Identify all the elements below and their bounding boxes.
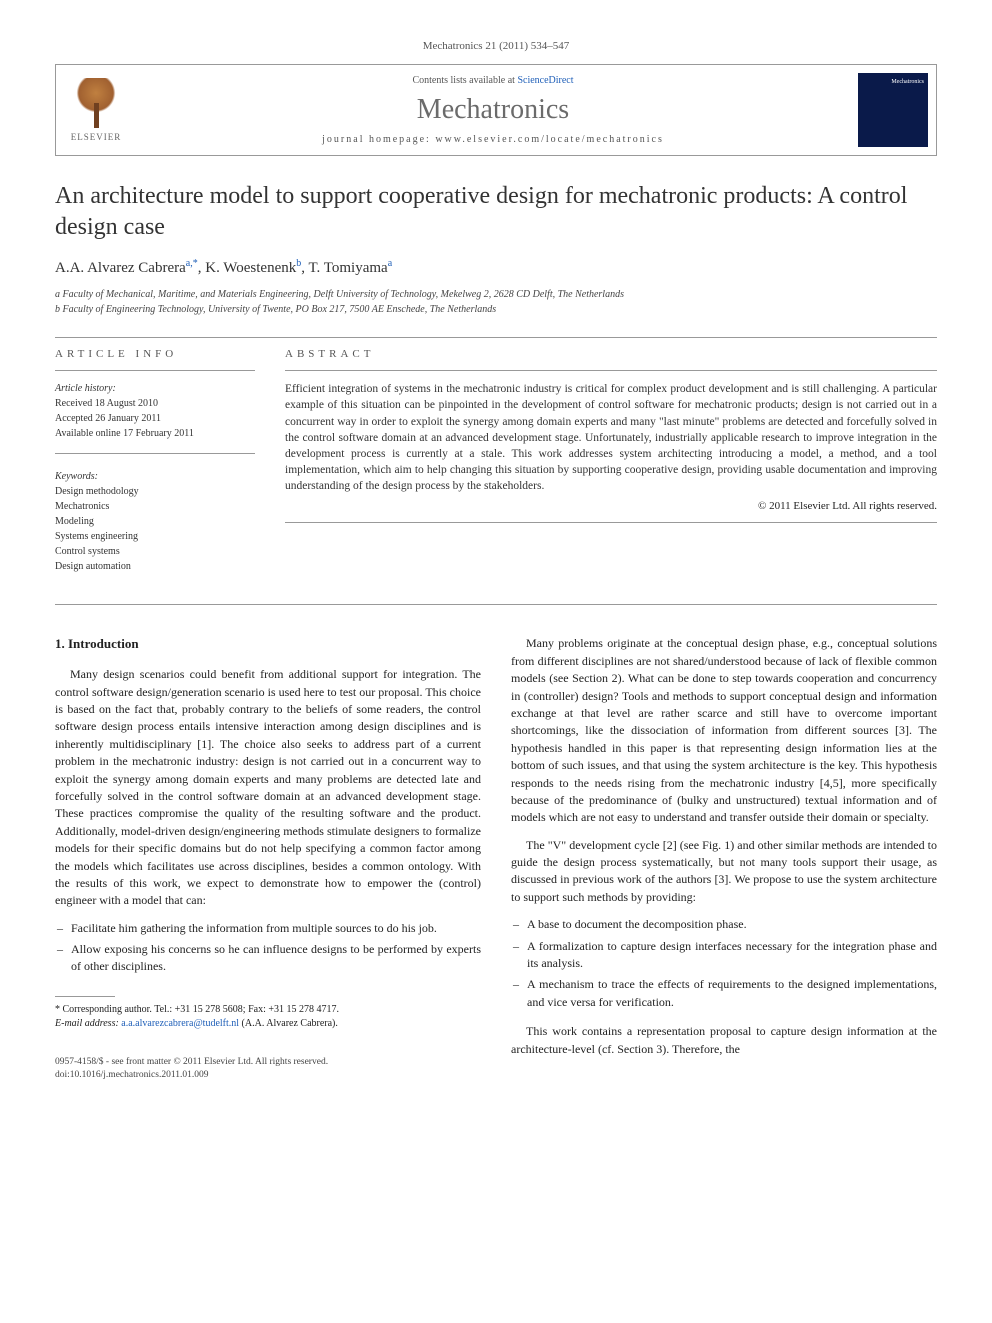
author-1: A.A. Alvarez Cabrera: [55, 260, 186, 276]
article-info-label: ARTICLE INFO: [55, 348, 255, 360]
journal-citation: Mechatronics 21 (2011) 534–547: [55, 40, 937, 52]
col2-bullet-1: A base to document the decomposition pha…: [511, 916, 937, 933]
history-online: Available online 17 February 2011: [55, 426, 255, 441]
contents-prefix: Contents lists available at: [412, 75, 517, 86]
affiliations: a Faculty of Mechanical, Maritime, and M…: [55, 287, 937, 317]
page-container: Mechatronics 21 (2011) 534–547 ELSEVIER …: [0, 0, 992, 1122]
divider-body: [55, 604, 937, 605]
doi-line: doi:10.1016/j.mechatronics.2011.01.009: [55, 1069, 481, 1082]
journal-homepage: journal homepage: www.elsevier.com/locat…: [322, 134, 664, 145]
abstract-label: ABSTRACT: [285, 348, 937, 360]
article-title: An architecture model to support coopera…: [55, 181, 937, 243]
history-accepted: Accepted 26 January 2011: [55, 411, 255, 426]
intro-bullet-2: Allow exposing his concerns so he can in…: [55, 941, 481, 976]
author-2: K. Woestenenk: [205, 260, 296, 276]
corresponding-author-footnote: * Corresponding author. Tel.: +31 15 278…: [55, 1003, 481, 1031]
col2-bullets: A base to document the decomposition pha…: [511, 916, 937, 1011]
elsevier-tree-icon: [71, 78, 121, 128]
abstract-column: ABSTRACT Efficient integration of system…: [285, 348, 937, 574]
keywords-label: Keywords:: [55, 469, 255, 484]
col2-paragraph-2: The "V" development cycle [2] (see Fig. …: [511, 837, 937, 907]
email-label: E-mail address:: [55, 1018, 119, 1029]
article-history: Article history: Received 18 August 2010…: [55, 381, 255, 574]
author-3: T. Tomiyama: [308, 260, 387, 276]
author-email[interactable]: a.a.alvarezcabrera@tudelft.nl: [121, 1018, 239, 1029]
footnote-email-line: E-mail address: a.a.alvarezcabrera@tudel…: [55, 1017, 481, 1031]
sciencedirect-link[interactable]: ScienceDirect: [517, 75, 573, 86]
journal-cover-thumbnail: Mechatronics: [858, 73, 928, 147]
journal-header: ELSEVIER Contents lists available at Sci…: [55, 64, 937, 156]
keyword-5: Control systems: [55, 544, 255, 559]
author-3-marks: a: [388, 258, 392, 269]
history-label: Article history:: [55, 381, 255, 396]
author-2-marks: b: [296, 258, 301, 269]
email-paren: (A.A. Alvarez Cabrera).: [242, 1018, 338, 1029]
publisher-logo-area: ELSEVIER: [56, 65, 136, 155]
abstract-divider: [285, 370, 937, 371]
keyword-4: Systems engineering: [55, 529, 255, 544]
journal-name: Mechatronics: [417, 94, 569, 126]
intro-bullet-1: Facilitate him gathering the information…: [55, 920, 481, 937]
keyword-3: Modeling: [55, 514, 255, 529]
keyword-2: Mechatronics: [55, 499, 255, 514]
col2-bullet-2: A formalization to capture design interf…: [511, 938, 937, 973]
body-columns: 1. Introduction Many design scenarios co…: [55, 635, 937, 1082]
footnote-separator: [55, 996, 115, 997]
affiliation-a: a Faculty of Mechanical, Maritime, and M…: [55, 287, 937, 302]
cover-title: Mechatronics: [891, 79, 924, 85]
contents-available-line: Contents lists available at ScienceDirec…: [412, 75, 573, 86]
info-abstract-row: ARTICLE INFO Article history: Received 1…: [55, 348, 937, 574]
abstract-text: Efficient integration of systems in the …: [285, 381, 937, 494]
col2-bullet-3: A mechanism to trace the effects of requ…: [511, 976, 937, 1011]
col2-paragraph-1: Many problems originate at the conceptua…: [511, 635, 937, 826]
keyword-1: Design methodology: [55, 484, 255, 499]
affiliation-b: b Faculty of Engineering Technology, Uni…: [55, 302, 937, 317]
col2-paragraph-3: This work contains a representation prop…: [511, 1023, 937, 1058]
keywords-divider: [55, 453, 255, 454]
footnote-corr: * Corresponding author. Tel.: +31 15 278…: [55, 1003, 481, 1017]
divider-top: [55, 337, 937, 338]
left-column: 1. Introduction Many design scenarios co…: [55, 635, 481, 1082]
header-center: Contents lists available at ScienceDirec…: [136, 65, 850, 155]
authors-line: A.A. Alvarez Cabreraa,*, K. Woestenenkb,…: [55, 258, 937, 277]
intro-paragraph-1: Many design scenarios could benefit from…: [55, 666, 481, 909]
section-1-heading: 1. Introduction: [55, 635, 481, 654]
article-info-column: ARTICLE INFO Article history: Received 1…: [55, 348, 255, 574]
abstract-copyright: © 2011 Elsevier Ltd. All rights reserved…: [285, 500, 937, 512]
author-1-marks: a,*: [186, 258, 198, 269]
right-column: Many problems originate at the conceptua…: [511, 635, 937, 1082]
issn-line: 0957-4158/$ - see front matter © 2011 El…: [55, 1056, 481, 1069]
bottom-meta: 0957-4158/$ - see front matter © 2011 El…: [55, 1056, 481, 1083]
keyword-6: Design automation: [55, 559, 255, 574]
history-received: Received 18 August 2010: [55, 396, 255, 411]
info-divider: [55, 370, 255, 371]
intro-bullets: Facilitate him gathering the information…: [55, 920, 481, 976]
publisher-label: ELSEVIER: [71, 132, 122, 142]
abstract-bottom-divider: [285, 522, 937, 523]
